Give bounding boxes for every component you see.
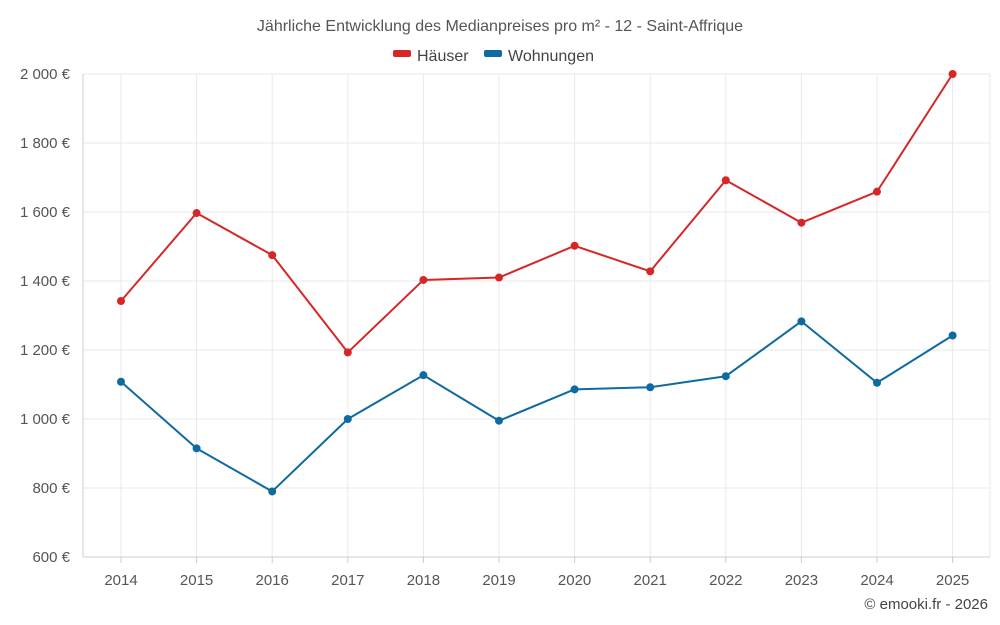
- x-tick-label: 2019: [482, 572, 515, 589]
- series: [117, 70, 957, 496]
- data-point-wohnungen[interactable]: [721, 372, 730, 381]
- x-tick-label: 2020: [558, 572, 591, 589]
- data-point-haeuser[interactable]: [797, 218, 806, 227]
- data-point-haeuser[interactable]: [419, 275, 428, 284]
- data-point-haeuser[interactable]: [570, 241, 579, 250]
- data-point-wohnungen[interactable]: [343, 415, 352, 423]
- x-tick-label: 2014: [104, 572, 137, 589]
- data-point-haeuser[interactable]: [495, 273, 503, 282]
- data-point-wohnungen[interactable]: [646, 383, 655, 392]
- axes: 600 € 800 € 1 000 € 1 200 € 1 400 € 1 600 € 1 …: [20, 66, 990, 589]
- x-tick-label: 2022: [709, 572, 742, 589]
- data-point-haeuser[interactable]: [268, 251, 277, 260]
- y-tick-label: 1 600 €: [20, 204, 71, 221]
- y-tick-label: 1 800 €: [20, 135, 71, 152]
- y-tick-label: 800 €: [32, 480, 70, 497]
- x-tick-label: 2023: [785, 572, 818, 589]
- y-tick-label: 1 400 €: [20, 273, 71, 290]
- data-point-wohnungen[interactable]: [117, 377, 125, 386]
- data-point-wohnungen[interactable]: [873, 378, 881, 387]
- legend-label-wohnungen[interactable]: Wohnungen: [508, 48, 594, 65]
- legend-label-haeuser[interactable]: Häuser: [417, 48, 469, 65]
- data-point-haeuser[interactable]: [948, 70, 957, 78]
- data-point-wohnungen[interactable]: [797, 317, 806, 326]
- series-line-wohnungen: [120, 320, 954, 493]
- legend-swatch-wohnungen: [484, 50, 502, 57]
- data-point-haeuser[interactable]: [721, 176, 730, 185]
- x-tick-label: 2018: [407, 572, 440, 589]
- x-tick-label: 2021: [634, 572, 667, 589]
- data-point-haeuser[interactable]: [873, 187, 881, 196]
- y-tick-label: 600 €: [32, 549, 70, 566]
- data-point-wohnungen[interactable]: [948, 331, 957, 340]
- data-point-wohnungen[interactable]: [419, 371, 428, 380]
- y-tick-label: 2 000 €: [20, 66, 71, 83]
- y-tick-label: 1 000 €: [20, 411, 71, 428]
- data-point-haeuser[interactable]: [343, 348, 352, 357]
- x-tick-label: 2024: [860, 572, 893, 589]
- data-point-wohnungen[interactable]: [192, 444, 201, 453]
- data-point-haeuser[interactable]: [192, 209, 201, 218]
- x-tick-label: 2025: [936, 572, 969, 589]
- data-point-haeuser[interactable]: [117, 297, 125, 306]
- x-tick-label: 2015: [180, 572, 213, 589]
- x-tick-label: 2016: [256, 572, 289, 589]
- data-point-wohnungen[interactable]: [570, 385, 579, 394]
- series-line-haeuser: [120, 73, 954, 354]
- data-point-wohnungen[interactable]: [268, 487, 277, 496]
- credit-text: © emooki.fr - 2026: [864, 596, 988, 613]
- y-tick-label: 1 200 €: [20, 342, 71, 359]
- data-point-haeuser[interactable]: [646, 267, 655, 276]
- chart-title: Jährliche Entwicklung des Medianpreises …: [257, 18, 743, 35]
- legend: Häuser Wohnungen: [393, 48, 594, 65]
- data-point-wohnungen[interactable]: [495, 416, 503, 425]
- legend-swatch-haeuser: [393, 50, 411, 57]
- grid: [83, 73, 991, 557]
- x-tick-label: 2017: [331, 572, 364, 589]
